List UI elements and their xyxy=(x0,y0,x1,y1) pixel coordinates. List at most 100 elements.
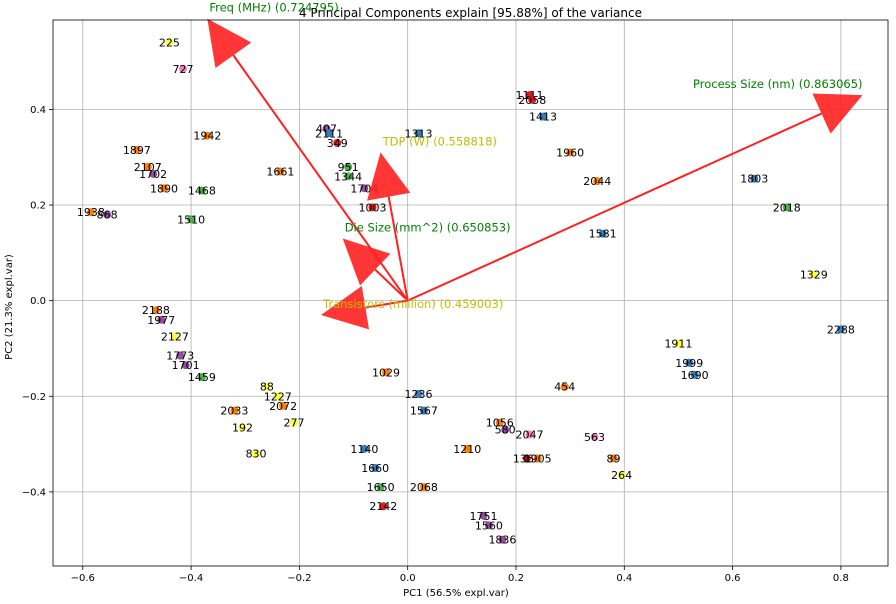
loading-arrow-shaft xyxy=(365,299,408,309)
data-point xyxy=(593,177,602,186)
data-point-label: 1690 xyxy=(681,369,709,382)
loading-arrow-head xyxy=(207,18,252,68)
data-point xyxy=(344,172,353,181)
y-tick-label: −0.4 xyxy=(22,487,46,498)
data-point xyxy=(809,270,818,279)
data-point-label: 349 xyxy=(327,137,348,150)
data-point-label: 1773 xyxy=(166,350,194,363)
data-point xyxy=(197,373,206,382)
data-point xyxy=(463,444,472,453)
loading-label: Process Size (nm) (0.863065) xyxy=(693,77,863,91)
x-tick-label: 0.4 xyxy=(616,573,632,584)
x-tick-label: −0.2 xyxy=(287,573,311,584)
data-point-label: 1210 xyxy=(453,443,481,456)
data-point-label: 1111 xyxy=(516,89,544,102)
data-point-label: 1029 xyxy=(372,366,400,379)
data-point xyxy=(674,339,683,348)
data-point xyxy=(685,358,694,367)
data-point xyxy=(178,64,187,73)
loading-arrow-head xyxy=(342,238,391,286)
data-point-label: 1803 xyxy=(740,173,768,186)
data-point-label: 2188 xyxy=(142,304,170,317)
axis-ticks: −0.6 −0.4 −0.2 0.0 0.2 0.4 0.6 0.8 −0.4 −0.2 0.0 0.… xyxy=(22,105,849,584)
data-point xyxy=(382,368,391,377)
data-point xyxy=(181,361,190,370)
y-tick-label: 0.0 xyxy=(30,296,46,307)
data-point xyxy=(609,454,618,463)
data-point xyxy=(495,418,504,427)
data-point xyxy=(617,471,626,480)
data-point xyxy=(157,315,166,324)
data-point xyxy=(598,229,607,238)
data-point-label: 1236 xyxy=(405,388,433,401)
data-point xyxy=(143,162,152,171)
data-point xyxy=(151,306,160,315)
data-point xyxy=(276,167,285,176)
loading-arrow-shaft xyxy=(374,268,409,302)
data-point-label: 88 xyxy=(260,381,274,394)
y-axis-label: PC2 (21.3% expl.var) xyxy=(4,254,15,360)
data-point-label: 2068 xyxy=(410,481,438,494)
data-point xyxy=(560,382,569,391)
data-point xyxy=(376,483,385,492)
data-point-label: 225 xyxy=(159,36,180,49)
data-point-label: 2127 xyxy=(161,331,189,344)
data-point xyxy=(230,406,239,415)
data-point-label: 1650 xyxy=(367,481,395,494)
data-point xyxy=(419,406,428,415)
data-point-label: 1510 xyxy=(177,213,205,226)
x-tick-label: −0.4 xyxy=(179,573,203,584)
data-point-label: 1660 xyxy=(361,462,389,475)
data-point-label: 830 xyxy=(246,448,267,461)
data-point xyxy=(782,203,791,212)
data-point xyxy=(498,535,507,544)
x-tick-label: 0.8 xyxy=(833,573,849,584)
data-point-label: 1227 xyxy=(264,390,292,403)
data-point-label: 89 xyxy=(606,452,620,465)
data-point-label: 2044 xyxy=(583,175,611,188)
data-point-label: 1897 xyxy=(123,144,151,157)
data-point xyxy=(690,370,699,379)
data-point-label: 868 xyxy=(97,209,118,222)
data-point-label: 1905 xyxy=(524,452,552,465)
loading-arrow-head xyxy=(367,152,411,201)
y-tick-label: −0.2 xyxy=(22,392,46,403)
data-point-label: 2111 xyxy=(315,127,343,140)
data-point-label: 1942 xyxy=(193,130,221,143)
data-point xyxy=(252,449,261,458)
data-point-label: 2072 xyxy=(269,400,297,413)
chart-title: 4 Principal Components explain [95.88%] … xyxy=(299,6,642,20)
loading-label: Transistors (million) (0.459003) xyxy=(322,297,503,311)
data-point xyxy=(566,148,575,157)
data-point-label: 1313 xyxy=(405,127,433,140)
data-point xyxy=(525,430,534,439)
data-point-label: 1836 xyxy=(488,534,516,547)
data-point xyxy=(197,186,206,195)
data-point xyxy=(414,129,423,138)
data-point-label: 264 xyxy=(611,469,632,482)
data-point-label: 1938 xyxy=(77,206,105,219)
data-point-label: 2033 xyxy=(220,405,248,418)
data-point xyxy=(750,174,759,183)
data-point xyxy=(289,418,298,427)
data-point-label: 1413 xyxy=(529,111,557,124)
data-point xyxy=(484,521,493,530)
data-point-label: 727 xyxy=(172,63,193,76)
data-point xyxy=(368,203,377,212)
data-point xyxy=(160,184,169,193)
data-point-label: 2058 xyxy=(518,94,546,107)
data-point-label: 1911 xyxy=(664,338,692,351)
data-point-label: 1701 xyxy=(172,359,200,372)
data-point-label: 454 xyxy=(554,381,575,394)
data-point xyxy=(273,392,282,401)
data-point xyxy=(203,131,212,140)
data-point-label: 580 xyxy=(495,424,516,437)
data-point-label: 2047 xyxy=(516,429,544,442)
x-tick-label: 0.2 xyxy=(508,573,524,584)
data-point-label: 1581 xyxy=(589,228,617,241)
data-point-label: 563 xyxy=(584,431,605,444)
data-point xyxy=(149,169,158,178)
data-point-label: 1977 xyxy=(147,314,175,327)
